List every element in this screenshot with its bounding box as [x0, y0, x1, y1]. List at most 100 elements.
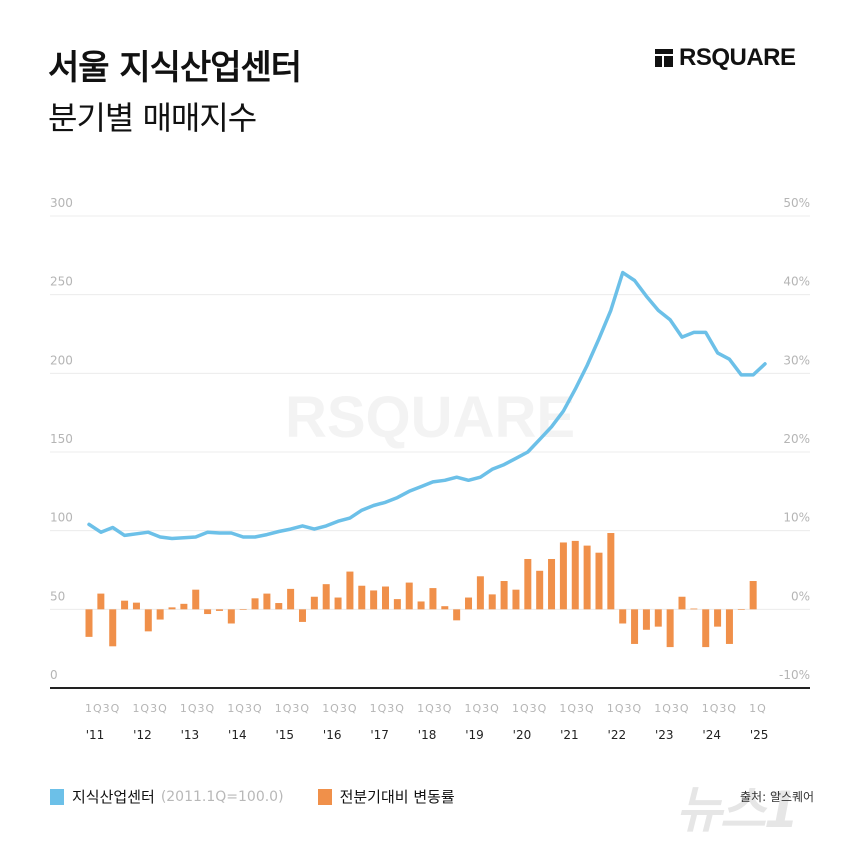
quarter-tick-label: 1Q3Q — [607, 702, 642, 715]
chart-subtitle: 분기별 매매지수 — [48, 99, 257, 137]
year-tick-label: '12 — [133, 728, 152, 742]
quarter-tick-label: 1Q3Q — [180, 702, 215, 715]
bar-change-rate — [180, 603, 188, 610]
legend: 지식산업센터 (2011.1Q=100.0) 전분기대비 변동률 — [50, 786, 455, 807]
right-tick-label: 40% — [783, 275, 810, 289]
chart-title: 서울 지식산업센터 — [48, 48, 302, 88]
right-tick-label: 10% — [783, 511, 810, 525]
quarter-tick-label: 1Q — [749, 702, 767, 715]
quarter-tick-label: 1Q3Q — [85, 702, 120, 715]
left-tick-label: 0 — [50, 668, 58, 682]
bar-change-rate — [334, 597, 342, 610]
rsquare-watermark: RSQUARE — [285, 385, 575, 450]
bar-change-rate — [607, 533, 615, 610]
quarter-tick-label: 1Q3Q — [559, 702, 594, 715]
left-tick-label: 50 — [50, 589, 65, 603]
left-tick-label: 200 — [50, 353, 73, 367]
bar-change-rate — [251, 598, 259, 610]
bar-change-rate — [275, 603, 283, 610]
brand-logo: RSQUARE — [655, 44, 796, 72]
left-tick-label: 100 — [50, 511, 73, 525]
quarter-tick-label: 1Q3Q — [512, 702, 547, 715]
bar-change-rate — [678, 596, 686, 610]
bar-change-rate — [370, 590, 378, 610]
quarter-tick-label: 1Q3Q — [465, 702, 500, 715]
bar-change-rate — [322, 584, 330, 610]
bar-change-rate — [132, 602, 140, 610]
year-tick-label: '14 — [228, 728, 247, 742]
legend-line-swatch — [50, 788, 64, 805]
bar-change-rate — [358, 585, 366, 610]
year-tick-label: '17 — [370, 728, 389, 742]
bar-change-rate — [595, 552, 603, 610]
quarter-tick-label: 1Q3Q — [654, 702, 689, 715]
rsquare-logo-icon — [655, 49, 673, 67]
quarter-tick-label: 1Q3Q — [322, 702, 357, 715]
year-tick-label: '24 — [702, 728, 721, 742]
left-tick-label: 300 — [50, 196, 73, 210]
quarter-tick-label: 1Q3Q — [417, 702, 452, 715]
bar-change-rate — [227, 609, 235, 624]
bar-change-rate — [631, 609, 639, 644]
quarter-tick-label: 1Q3Q — [227, 702, 262, 715]
news1-watermark: 뉴스1 — [676, 781, 799, 839]
bar-change-rate — [737, 609, 745, 610]
legend-bar-label: 전분기대비 변동률 — [339, 788, 455, 806]
bar-change-rate — [476, 576, 484, 610]
bar-change-rate — [168, 607, 176, 610]
right-tick-label: 0% — [791, 589, 810, 603]
bar-change-rate — [310, 596, 318, 610]
legend-line-note: (2011.1Q=100.0) — [160, 788, 284, 805]
bar-change-rate — [109, 609, 117, 647]
year-tick-label: '11 — [86, 728, 105, 742]
bar-change-rate — [619, 609, 627, 624]
bar-change-rate — [287, 588, 295, 610]
bar-change-rate — [536, 570, 544, 610]
bar-change-rate — [192, 589, 200, 610]
source-note: 출처: 알스퀘어 — [740, 790, 815, 804]
bar-change-rate — [725, 609, 733, 644]
bar-change-rate — [405, 582, 413, 610]
bar-change-rate — [156, 609, 164, 620]
quarter-tick-label: 1Q3Q — [370, 702, 405, 715]
right-tick-label: -10% — [779, 668, 810, 682]
legend-line-label: 지식산업센터 — [72, 788, 155, 806]
bar-change-rate — [559, 542, 567, 610]
line-price-index — [87, 270, 767, 541]
bar-change-rate — [453, 609, 461, 621]
bar-change-rate — [654, 609, 662, 627]
legend-bar-swatch — [317, 788, 332, 805]
right-tick-label: 50% — [783, 196, 810, 210]
bar-change-rate — [263, 593, 271, 610]
bar-change-rate — [429, 588, 437, 610]
bar-change-rate — [239, 609, 247, 610]
year-tick-label: '18 — [418, 728, 437, 742]
bar-change-rate — [571, 540, 579, 610]
bar-change-rate — [749, 581, 757, 610]
bar-change-rate — [346, 571, 354, 610]
quarter-tick-label: 1Q3Q — [702, 702, 737, 715]
bar-change-rate — [702, 609, 710, 648]
year-tick-label: '20 — [513, 728, 532, 742]
bar-change-rate — [465, 597, 473, 610]
bar-change-rate — [488, 594, 496, 610]
bar-change-rate — [215, 609, 223, 611]
bar-change-rate — [204, 609, 212, 615]
bar-change-rate — [298, 609, 306, 622]
bar-change-rate — [583, 545, 591, 610]
year-tick-label: '15 — [275, 728, 294, 742]
bar-change-rate — [121, 600, 129, 610]
quarter-tick-label: 1Q3Q — [275, 702, 310, 715]
bar-change-rate — [666, 609, 674, 648]
right-tick-label: 30% — [783, 353, 810, 367]
year-tick-label: '25 — [750, 728, 769, 742]
year-tick-label: '13 — [181, 728, 200, 742]
bar-change-rate — [85, 609, 93, 637]
bar-change-rate — [642, 609, 650, 630]
brand-name: RSQUARE — [679, 44, 796, 71]
bar-change-rate — [714, 609, 722, 627]
bar-change-rate — [441, 606, 449, 610]
right-tick-label: 20% — [783, 432, 810, 446]
bar-change-rate — [417, 601, 425, 610]
bar-change-rate — [512, 589, 520, 610]
